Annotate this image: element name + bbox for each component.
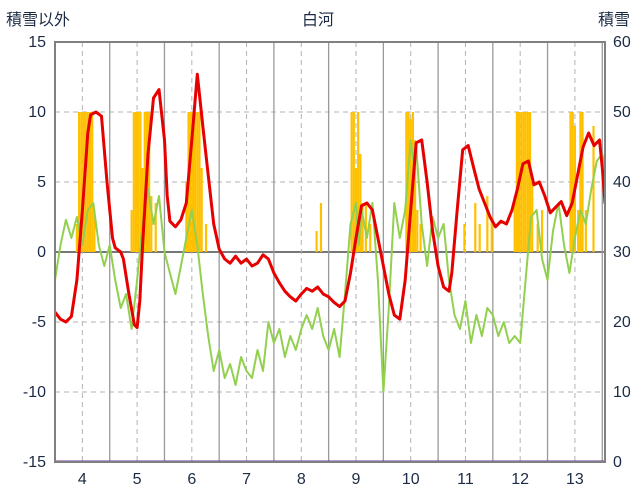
left-axis-title: 積雪以外 bbox=[6, 12, 71, 29]
sunshine-bars-bar bbox=[148, 112, 151, 252]
x-axis-tick: 9 bbox=[352, 471, 361, 488]
sunshine-bars-bar bbox=[409, 119, 412, 252]
x-axis-tick: 10 bbox=[402, 471, 420, 488]
sunshine-bars-bar bbox=[80, 112, 83, 252]
sunshine-bars-bar bbox=[584, 210, 587, 252]
x-axis-tick: 5 bbox=[133, 471, 142, 488]
sunshine-bars-bar bbox=[419, 224, 422, 252]
left-axis-tick: 0 bbox=[37, 244, 46, 261]
sunshine-bars-bar bbox=[77, 112, 81, 252]
left-axis-tick: 10 bbox=[28, 104, 46, 121]
sunshine-bars-bar bbox=[191, 112, 195, 252]
sunshine-bars-bar bbox=[198, 112, 201, 252]
left-axis-tick: 5 bbox=[37, 174, 46, 191]
sunshine-bars-bar bbox=[361, 203, 364, 252]
plot-border bbox=[54, 41, 606, 463]
sunshine-bars-bar bbox=[137, 112, 140, 252]
right-axis-tick: 30 bbox=[613, 244, 631, 261]
left-axis-tick: 15 bbox=[28, 34, 46, 51]
chart-title: 白河 bbox=[301, 12, 334, 29]
right-axis-tick: 0 bbox=[613, 454, 622, 471]
sunshine-bars-bar bbox=[75, 224, 78, 252]
left-axis-tick: -15 bbox=[23, 454, 46, 471]
sunshine-bars-bar bbox=[540, 210, 544, 252]
sunshine-bars-bar bbox=[88, 112, 92, 252]
sunshine-bars-bar bbox=[359, 154, 362, 252]
sunshine-bars-bar bbox=[204, 224, 208, 252]
sunshine-bars-bar bbox=[416, 210, 419, 252]
sunshine-bars-bar bbox=[581, 112, 584, 252]
temperature-line bbox=[55, 72, 605, 330]
sunshine-bars-bar bbox=[407, 112, 410, 252]
sunshine-bars-bar bbox=[522, 112, 525, 252]
sunshine-bars-bar bbox=[405, 112, 408, 252]
sunshine-bars-bar bbox=[536, 224, 539, 252]
sunshine-bars-bar bbox=[200, 168, 203, 252]
sunshine-bars-bar bbox=[93, 210, 96, 252]
right-axis-title: 積雪 bbox=[597, 12, 630, 29]
sunshine-bars-bar bbox=[569, 112, 572, 252]
sunshine-bars-bar bbox=[132, 112, 135, 252]
right-axis-tick: 40 bbox=[613, 174, 631, 191]
sunshine-bars-bar bbox=[490, 217, 493, 252]
sunshine-bars-bar bbox=[139, 112, 142, 252]
right-axis-tick: 10 bbox=[613, 384, 631, 401]
sunshine-bars-bar bbox=[143, 112, 146, 252]
sunshine-bars-bar bbox=[134, 112, 138, 252]
sunshine-bars-bar bbox=[515, 112, 518, 252]
x-axis-tick: 11 bbox=[457, 471, 474, 488]
x-axis-tick: 8 bbox=[297, 471, 306, 488]
x-axis-tick: 6 bbox=[187, 471, 196, 488]
sunshine-bars-bar bbox=[579, 112, 582, 252]
sunshine-bars-bar bbox=[526, 112, 529, 252]
sunshine-bars-bar bbox=[592, 126, 595, 252]
left-axis-tick: -5 bbox=[32, 314, 46, 331]
green-line bbox=[55, 139, 605, 393]
sunshine-bars-bar bbox=[141, 168, 144, 252]
sunshine-bars-bar bbox=[185, 182, 188, 252]
sunshine-bars-bar bbox=[154, 203, 157, 252]
sunshine-bars-bar bbox=[486, 196, 489, 252]
sunshine-bars-bar bbox=[194, 112, 197, 252]
sunshine-bars-bar bbox=[319, 203, 323, 252]
left-axis-tick: -10 bbox=[23, 384, 46, 401]
right-axis-tick: 20 bbox=[613, 314, 631, 331]
sunshine-bars-bar bbox=[357, 112, 360, 252]
right-axis-tick: 60 bbox=[613, 34, 631, 51]
x-axis-tick: 12 bbox=[511, 471, 529, 488]
sunshine-bars-bar bbox=[189, 112, 192, 252]
right-axis-tick: 50 bbox=[613, 104, 631, 121]
sunshine-bars-bar bbox=[478, 224, 481, 252]
sunshine-bars-bar bbox=[524, 112, 527, 252]
sunshine-bars-bar bbox=[463, 224, 466, 252]
sunshine-bars-bar bbox=[414, 140, 417, 252]
sunshine-bars-bar bbox=[474, 203, 477, 252]
sunshine-bars-bar bbox=[577, 210, 580, 252]
x-axis-tick: 7 bbox=[242, 471, 251, 488]
sunshine-bars-bar bbox=[86, 112, 89, 252]
sunshine-bars-bar bbox=[520, 112, 523, 252]
sunshine-bars-bar bbox=[91, 112, 94, 252]
sunshine-bars-bar bbox=[513, 196, 516, 252]
sunshine-bars-bar bbox=[130, 210, 133, 252]
x-axis-tick: 13 bbox=[566, 471, 584, 488]
sunshine-bars-bar bbox=[369, 224, 372, 252]
sunshine-bars-bar bbox=[150, 196, 153, 252]
sunshine-bars-bar bbox=[352, 112, 355, 252]
sunshine-bars-bar bbox=[350, 112, 353, 252]
sunshine-bars-bar bbox=[528, 112, 532, 252]
x-axis-tick: 4 bbox=[78, 471, 87, 488]
sunshine-bars-bar bbox=[315, 231, 318, 252]
sunshine-bars-bar bbox=[571, 112, 574, 252]
sunshine-bars-bar bbox=[196, 112, 199, 252]
